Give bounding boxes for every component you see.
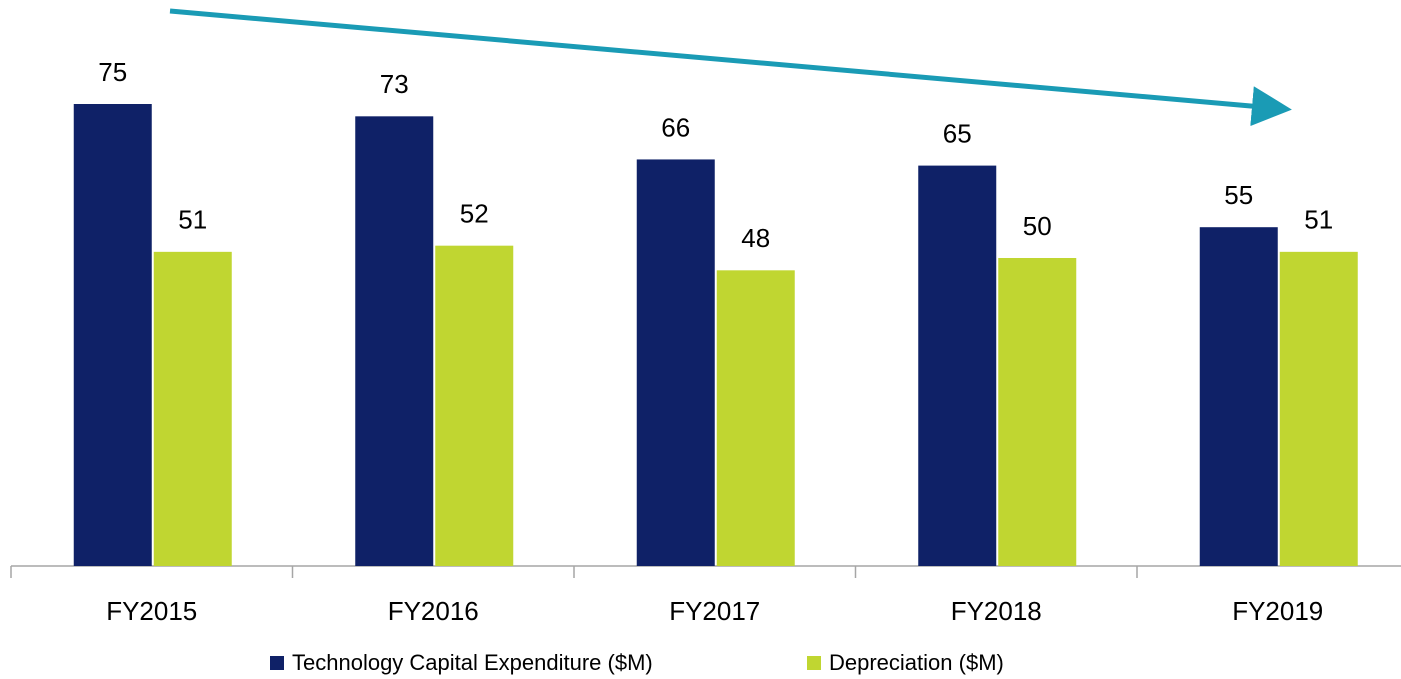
data-label: 73 [380, 69, 409, 99]
x-tick-label: FY2015 [106, 596, 197, 626]
legend-swatch [270, 656, 284, 670]
x-tick-label: FY2018 [951, 596, 1042, 626]
data-label: 75 [98, 57, 127, 87]
bar [435, 245, 514, 566]
legend-swatch [807, 656, 821, 670]
bar [918, 165, 997, 566]
x-tick-label: FY2017 [669, 596, 760, 626]
data-label: 50 [1023, 211, 1052, 241]
bar [73, 104, 152, 566]
legend-label: Depreciation ($M) [829, 650, 1004, 675]
bar [1279, 251, 1358, 566]
data-label: 55 [1224, 180, 1253, 210]
data-label: 66 [661, 112, 690, 142]
data-label: 52 [460, 199, 489, 229]
bar [1199, 227, 1278, 566]
legend-label: Technology Capital Expenditure ($M) [292, 650, 653, 675]
bar [636, 159, 715, 566]
data-label: 48 [741, 223, 770, 253]
bar [153, 251, 232, 566]
data-label: 65 [943, 118, 972, 148]
trend-arrow [169, 8, 1292, 127]
bar [355, 116, 434, 566]
data-label: 51 [178, 205, 207, 235]
bar [998, 258, 1077, 566]
x-tick-label: FY2019 [1232, 596, 1323, 626]
data-label: 51 [1304, 205, 1333, 235]
x-tick-label: FY2016 [388, 596, 479, 626]
bar [716, 270, 795, 566]
